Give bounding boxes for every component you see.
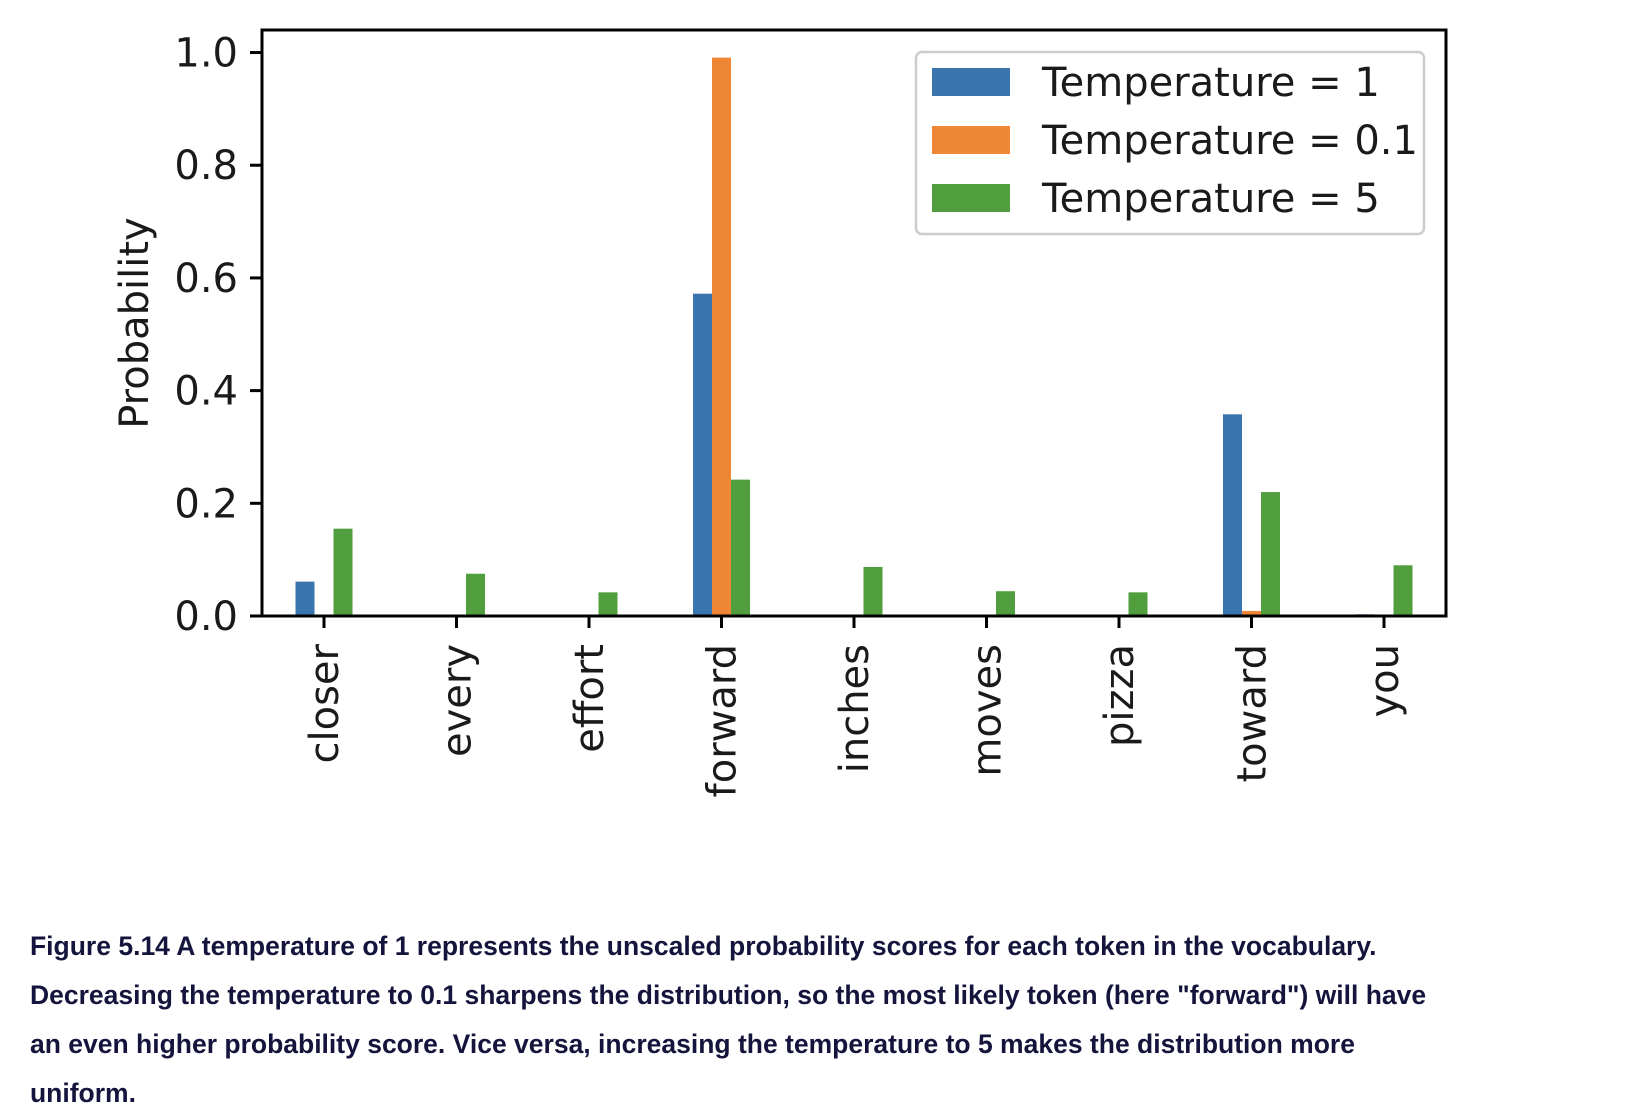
x-tick-label: pizza xyxy=(1097,644,1143,747)
figure-caption: Figure 5.14 A temperature of 1 represent… xyxy=(30,922,1630,1118)
legend-box xyxy=(914,50,1426,236)
plot-area-frame xyxy=(260,28,1448,618)
y-tick-label: 1.0 xyxy=(174,31,238,77)
y-tick-label: 0.8 xyxy=(174,143,238,189)
y-tick-label: 0.0 xyxy=(174,594,238,640)
x-tick-label: closer xyxy=(302,643,348,763)
y-tick-label: 0.6 xyxy=(174,256,238,302)
bar-pizza-series-3 xyxy=(1128,592,1148,616)
bar-you-series-3 xyxy=(1393,565,1413,616)
x-axis-ticks: closer every effort forward inches moves pizza… xyxy=(302,616,1408,797)
legend-label: Temperature = 1 xyxy=(1041,60,1380,106)
x-tick-label: moves xyxy=(965,644,1011,777)
bars-group xyxy=(295,57,1413,616)
caption-line: uniform. xyxy=(30,1078,136,1108)
bar-closer-series-1 xyxy=(295,581,315,616)
legend-swatch xyxy=(932,126,1010,154)
bar-inches-series-3 xyxy=(863,566,883,616)
bar-forward-series-1 xyxy=(693,293,712,616)
y-axis-ticks: 0.0 0.2 0.4 0.6 0.8 1.0 xyxy=(174,31,262,640)
bar-toward-series-3 xyxy=(1261,492,1280,616)
bar-toward-series-2 xyxy=(1242,610,1261,616)
legend-swatch xyxy=(932,184,1010,212)
caption-line: Figure 5.14 A temperature of 1 represent… xyxy=(30,931,1377,961)
caption-line: an even higher probability score. Vice v… xyxy=(30,1029,1355,1059)
bar-toward-series-1 xyxy=(1223,414,1242,616)
y-tick-label: 0.4 xyxy=(174,369,238,415)
bar-forward-series-3 xyxy=(731,479,750,616)
caption-line: Decreasing the temperature to 0.1 sharpe… xyxy=(30,980,1427,1010)
legend: Temperature = 1 Temperature = 0.1 Temperat… xyxy=(914,50,1426,236)
bar-effort-series-3 xyxy=(598,592,618,616)
x-tick-label: you xyxy=(1362,644,1408,718)
x-tick-label: toward xyxy=(1230,644,1276,783)
bar-closer-series-3 xyxy=(333,528,353,616)
legend-swatch xyxy=(932,68,1010,96)
x-tick-label: every xyxy=(435,644,481,757)
y-axis-label: Probability xyxy=(112,217,158,428)
x-tick-label: effort xyxy=(567,644,613,753)
legend-label: Temperature = 5 xyxy=(1041,176,1380,222)
bar-forward-series-2 xyxy=(712,57,731,616)
bar-every-series-3 xyxy=(466,573,485,616)
bar-moves-series-3 xyxy=(996,591,1015,616)
x-tick-label: inches xyxy=(832,644,878,773)
temperature-bar-chart: 0.0 0.2 0.4 0.6 0.8 1.0 closer every effort forw… xyxy=(112,28,1448,797)
x-tick-label: forward xyxy=(700,644,746,797)
y-tick-label: 0.2 xyxy=(174,481,238,527)
legend-label: Temperature = 0.1 xyxy=(1041,118,1418,164)
